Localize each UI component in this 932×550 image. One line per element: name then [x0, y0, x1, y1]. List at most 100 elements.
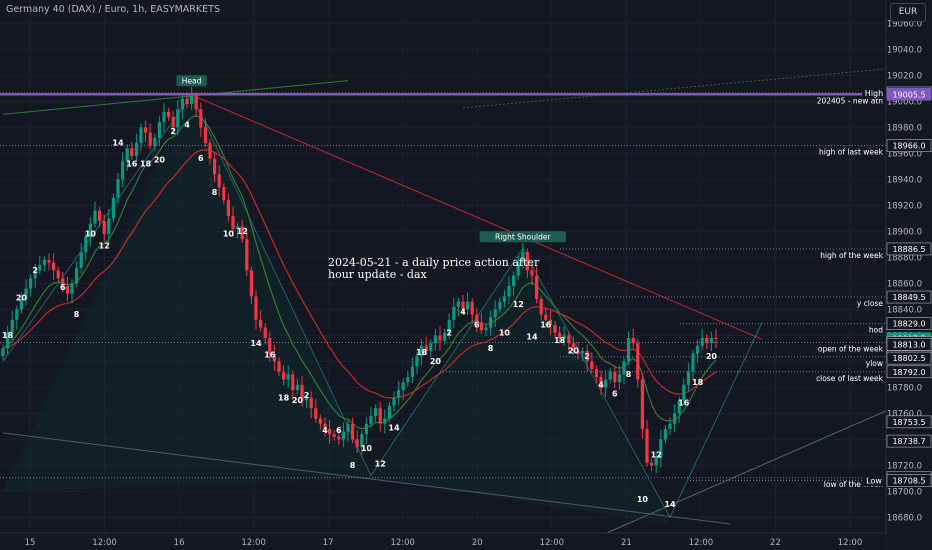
candle-body [631, 338, 635, 344]
candle-body [318, 418, 322, 424]
annotation-text: 2024-05-21 - a daily price action after … [328, 256, 540, 281]
candle-body [194, 96, 198, 110]
candle-body [429, 343, 433, 351]
candle-body [622, 361, 626, 375]
wave-label: 6 [474, 321, 480, 330]
price-tag-label: Low [866, 476, 882, 485]
candle-body [65, 286, 69, 294]
candle-body [176, 109, 180, 128]
candle-body [15, 309, 19, 320]
wave-label: 14 [388, 423, 400, 432]
candle-body [567, 335, 571, 344]
candle-body [369, 416, 373, 424]
pattern-label: Head [182, 76, 202, 85]
candle-body [608, 371, 612, 380]
candle-body [461, 301, 465, 310]
grid [0, 0, 886, 533]
candle-body [10, 319, 14, 333]
wave-label: 6 [60, 283, 66, 292]
candle-body [61, 278, 65, 286]
wave-label: 18 [2, 331, 14, 340]
level-label: hod [869, 326, 883, 335]
candle-body [581, 351, 585, 354]
wave-label: 6 [336, 426, 342, 435]
candle-body [263, 327, 267, 338]
candle-body [79, 252, 83, 268]
wave-label: 16 [540, 321, 552, 330]
candle-body [714, 338, 718, 339]
wave-label: 4 [184, 120, 190, 129]
wave-label: 8 [212, 188, 218, 197]
price-tick-label: 18960.0 [887, 149, 922, 159]
candle-body [682, 384, 686, 401]
candle-body [410, 366, 414, 377]
price-tag-box [886, 242, 932, 256]
candle-body [562, 335, 566, 338]
candle-body [6, 332, 10, 349]
candle-body [337, 436, 341, 440]
price-tag-value: 18849.5 [892, 293, 925, 302]
candle-body [558, 332, 562, 338]
wave-label: 8 [74, 310, 80, 319]
candle-body [245, 239, 249, 271]
candle-body [107, 218, 111, 234]
candle-body [295, 384, 299, 390]
candle-body [208, 143, 212, 159]
candle-body [305, 397, 309, 401]
candle-body [493, 309, 497, 318]
candle-body [604, 379, 608, 388]
candle-body [613, 371, 617, 383]
candle-body [180, 98, 184, 110]
trend-line [191, 94, 763, 340]
wave-label: 6 [198, 154, 204, 163]
ema-slow-line [2, 149, 717, 399]
price-tick-label: 19060.0 [887, 19, 922, 29]
time-tick-label: 22 [770, 538, 781, 548]
wave-label: 12 [375, 460, 386, 469]
candle-body [98, 210, 102, 221]
time-tick-label: 12:00 [241, 538, 266, 548]
wave-label: 2 [170, 127, 176, 136]
pattern-drawings [2, 68, 887, 540]
price-tick-label: 18760.0 [887, 409, 922, 419]
wave-label: 16 [678, 399, 690, 408]
candle-body [226, 200, 230, 216]
currency-selector[interactable]: EUR [890, 3, 926, 22]
price-tick-label: 18840.0 [887, 305, 922, 315]
candle-body [456, 301, 460, 307]
time-tick-label: 21 [621, 538, 632, 548]
trend-line [462, 68, 887, 109]
candle-body [291, 374, 295, 390]
candle-body [323, 423, 327, 429]
price-tag-box [886, 338, 932, 351]
price-tag-value: 18813.0 [892, 341, 925, 350]
wave-label: 10 [499, 328, 511, 337]
price-tick-label: 18860.0 [887, 279, 922, 289]
candle-body [29, 278, 33, 289]
wave-label: 18 [278, 393, 290, 402]
candle-body [300, 384, 304, 401]
candle-body [277, 361, 281, 372]
time-axis-background[interactable] [0, 533, 886, 550]
candle-body [415, 356, 419, 367]
candle-body [1, 348, 5, 357]
candle-body [171, 117, 175, 128]
pattern-label-box [479, 231, 566, 243]
price-tag-value: 18829.0 [892, 320, 925, 329]
price-tag-box [886, 434, 932, 448]
wave-label: 2 [584, 352, 590, 361]
wave-label: 12 [651, 451, 662, 460]
candle-body [383, 418, 387, 424]
candle-body [544, 314, 548, 320]
price-tick-label: 18720.0 [887, 461, 922, 471]
wave-label: 12 [237, 227, 248, 236]
candle-body [360, 434, 364, 448]
price-tags: High19006.519005.518966.018886.518849.51… [862, 86, 932, 487]
wave-label: 18 [140, 159, 152, 168]
wave-label: 2 [304, 391, 310, 400]
moving-averages [2, 115, 717, 430]
candle-body [24, 288, 28, 299]
candle-body [387, 405, 391, 419]
